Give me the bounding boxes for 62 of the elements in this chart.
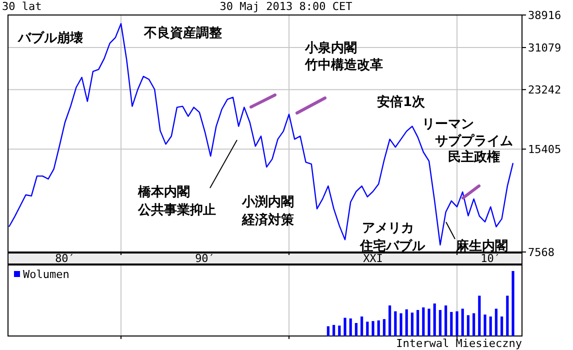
- bar: [422, 307, 425, 336]
- bar: [433, 304, 436, 336]
- annotation: サブプライム: [435, 133, 513, 149]
- bar: [444, 305, 448, 336]
- bar: [472, 313, 476, 336]
- bar: [394, 311, 397, 336]
- annotation: 公共事業抑止: [137, 203, 216, 218]
- y-tick-label: 7568: [528, 246, 554, 259]
- x-tick-label: XXI: [363, 252, 383, 265]
- bar: [360, 316, 364, 336]
- bar: [456, 311, 458, 336]
- bar: [494, 308, 498, 336]
- bar: [344, 318, 346, 336]
- bar: [478, 296, 481, 336]
- annotation: 橋本内閣: [137, 185, 190, 200]
- bar: [489, 316, 492, 336]
- chart-subtitle: 30 Maj 2013 8:00 CET: [220, 0, 353, 13]
- y-tick-label: 38916: [528, 9, 562, 22]
- annotation: 麻生内閣: [455, 238, 508, 254]
- bar: [405, 309, 408, 336]
- bar: [484, 314, 486, 336]
- x-tick-label: 80′: [55, 252, 75, 265]
- y-tick-label: 31079: [528, 42, 562, 55]
- annotation: 民主政権: [448, 149, 500, 165]
- y-tick-label: 23242: [528, 84, 562, 97]
- bar: [450, 312, 453, 336]
- bar: [461, 308, 464, 336]
- bar: [326, 326, 330, 336]
- x-tick-label: 10′: [480, 252, 501, 265]
- bar: [354, 323, 358, 336]
- chart-title: 30 lat: [2, 0, 42, 13]
- bar: [410, 312, 414, 336]
- annotation: アメリカ: [362, 221, 414, 236]
- bar: [349, 318, 352, 336]
- bar: [377, 320, 380, 336]
- annotation: 経済対策: [241, 212, 295, 228]
- bar: [512, 271, 514, 336]
- annotation: バブル崩壊: [17, 30, 83, 46]
- annotation: 安倍1次: [377, 94, 426, 110]
- bar: [382, 319, 386, 336]
- bar: [428, 308, 430, 336]
- annotation: 竹中構造改革: [304, 58, 383, 73]
- bar: [506, 296, 509, 336]
- bar: [438, 310, 442, 336]
- annotation: 不良資産調整: [143, 25, 223, 41]
- annotation: 小泉内閣: [304, 41, 357, 56]
- annotation: 住宅バブル: [359, 238, 426, 254]
- bar: [500, 316, 504, 336]
- bar: [338, 326, 341, 336]
- bar: [388, 305, 392, 336]
- text: Interwal Miesieczny: [396, 337, 522, 350]
- bar: [366, 322, 369, 336]
- bar: [372, 321, 374, 336]
- bar: [416, 310, 420, 336]
- bar: [466, 315, 470, 336]
- x-tick-label: 90′: [195, 252, 215, 265]
- y-tick-label: 15405: [528, 143, 562, 156]
- annotation: リーマン: [422, 117, 474, 132]
- annotation: 小渕内閣: [241, 194, 294, 210]
- bar: [400, 313, 402, 336]
- bar: [332, 324, 336, 336]
- legend-label: Wolumen: [23, 268, 70, 281]
